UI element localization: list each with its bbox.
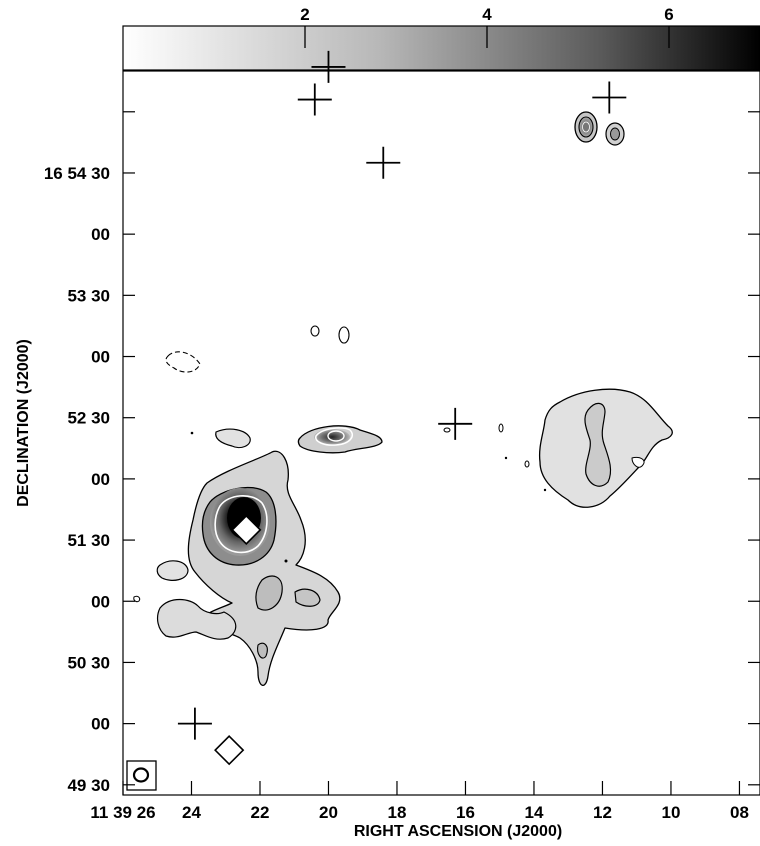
ne-source-a-core: [582, 121, 590, 133]
negative-dashed-contour: [165, 351, 201, 373]
diamond-marker: [214, 735, 245, 766]
x-tick-label: 11 39 26: [90, 803, 155, 822]
small-contour-3: [443, 427, 451, 433]
y-tick-label: 53 30: [67, 286, 110, 305]
small-blob-b: [133, 595, 141, 603]
x-tick-label: 18: [388, 803, 407, 822]
y-tick-label: 49 30: [67, 776, 110, 795]
x-tick-label: 16: [456, 803, 475, 822]
cross-marker: [297, 83, 332, 116]
emission-map: [133, 111, 673, 686]
x-tick-label: 08: [730, 803, 749, 822]
x-tick-label: 14: [525, 803, 544, 822]
y-tick-label: 51 30: [67, 531, 110, 550]
ne-source-b-core: [610, 127, 620, 141]
y-tick-label: 16 54 30: [44, 164, 110, 183]
small-contour-2: [338, 326, 350, 344]
y-tick-label: 00: [91, 592, 110, 611]
beam-indicator: [126, 760, 157, 791]
y-tick-label: 52 30: [67, 409, 110, 428]
axes: 11 39 26 24 22 20 18 16 14 12 10 08 49 30 00 50 30 00…: [44, 111, 760, 822]
western-source-inner-contour: [584, 402, 612, 487]
western-source-notch: [631, 457, 645, 468]
small-contour-4: [498, 423, 504, 433]
tail-contour-c: [257, 642, 268, 659]
small-patch-a: [215, 428, 251, 449]
speck-1: [190, 431, 194, 435]
x-tick-label: 24: [182, 803, 201, 822]
y-tick-label: 00: [91, 348, 110, 367]
diamond-marker: [231, 514, 262, 546]
x-axis-title: RIGHT ASCENSION (J2000): [354, 823, 562, 840]
y-axis-title: DECLINATION (J2000): [15, 339, 32, 507]
y-tick-label: 00: [91, 715, 110, 734]
colorbar: 2 4 6: [122, 5, 760, 71]
colorbar-ticks: 2 4 6: [300, 5, 674, 48]
y-tick-label: 00: [91, 225, 110, 244]
compact-source-white-ring: [327, 430, 345, 442]
cross-marker: [177, 707, 212, 740]
x-tick-label: 12: [593, 803, 612, 822]
cross-marker: [438, 407, 473, 440]
colorbar-tick-label: 4: [482, 5, 492, 24]
compact-source-core: [314, 429, 350, 445]
cross-marker: [366, 146, 401, 179]
colorbar-tick-label: 2: [300, 5, 309, 24]
markers: [177, 50, 627, 766]
small-contour-5: [524, 460, 530, 468]
cross-marker: [311, 50, 346, 83]
west-blob-contour: [156, 560, 189, 581]
colorbar-gradient: [122, 25, 760, 71]
small-contour-1: [310, 325, 320, 337]
x-tick-label: 22: [251, 803, 270, 822]
x-tick-label: 10: [661, 803, 680, 822]
colorbar-tick-label: 6: [664, 5, 673, 24]
speck-4: [284, 559, 288, 563]
x-tick-label: 20: [319, 803, 338, 822]
compact-source-inner-contour: [315, 427, 354, 446]
cross-marker: [592, 81, 627, 114]
south-lobe-contour: [156, 598, 237, 640]
tail-contour-b: [294, 588, 321, 607]
speck-2: [504, 456, 508, 460]
y-tick-label: 50 30: [67, 653, 110, 672]
speck-3: [543, 488, 547, 492]
main-source-inner-contour: [214, 495, 268, 554]
tail-contour-a: [255, 575, 283, 611]
y-tick-label: 00: [91, 470, 110, 489]
